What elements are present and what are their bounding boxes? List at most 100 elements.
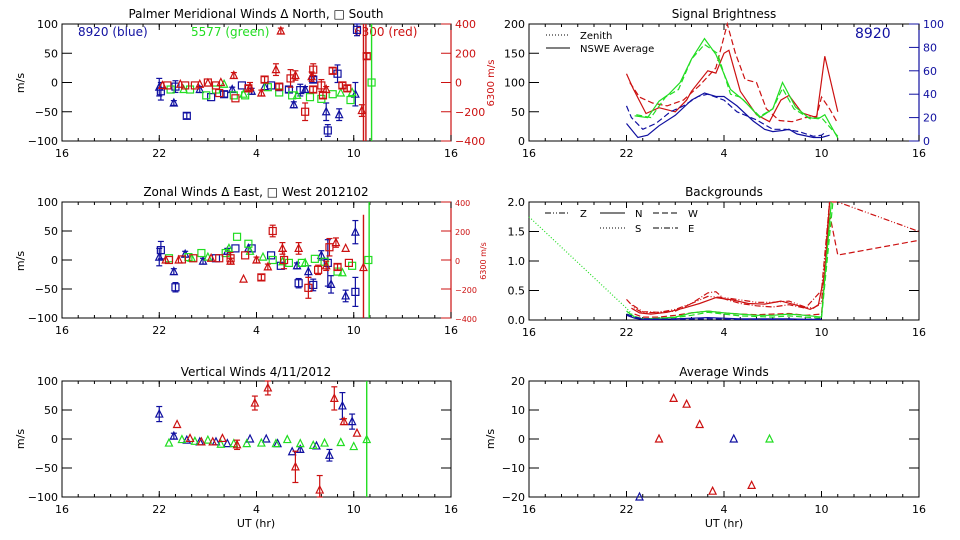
- zonal-point-square: [325, 243, 334, 252]
- legend-s-label: S: [635, 224, 641, 235]
- panel-brightness: Signal Brightness 8920 Zenith NSWE Avera…: [546, 7, 891, 55]
- vertical-point-triangle: [336, 437, 346, 447]
- meridional-point-square: [323, 126, 332, 135]
- backgrounds-series-line: [626, 201, 832, 320]
- vertical-point-triangle: [261, 433, 271, 443]
- panel-backgrounds-title: Backgrounds: [685, 185, 763, 199]
- meridional-y-tick-label: 50: [44, 47, 58, 60]
- annotation-8920: 8920: [855, 26, 891, 42]
- panel-meridional-title: Palmer Meridional Winds Δ North, □ South: [128, 7, 383, 21]
- vertical-y-tick-label: 100: [37, 375, 58, 388]
- vertical-point-triangle: [242, 438, 252, 448]
- panel-vertical-xlabel: UT (hr): [237, 517, 275, 530]
- panel-zonal: Zonal Winds Δ East, □ West 2012102 m/s 6…: [14, 185, 488, 280]
- zonal-point-triangle: [294, 243, 304, 252]
- zonal-point-square: [268, 226, 277, 236]
- zonal-point-triangle: [341, 290, 351, 300]
- average-plot-frame: [528, 380, 920, 498]
- meridional-x-tick-label: 16: [444, 147, 458, 160]
- brightness-series-line: [636, 43, 839, 137]
- panel-average-xlabel: UT (hr): [705, 517, 743, 530]
- average-y-tick-label: 0: [518, 433, 525, 446]
- annotation-5577-green: 5577 (green): [191, 25, 269, 39]
- zonal-right-y-tick-label: 200: [455, 228, 470, 237]
- average-x-tick-label: 16: [522, 503, 536, 516]
- vertical-point-triangle: [250, 397, 260, 407]
- vertical-x-tick-label: 22: [152, 503, 166, 516]
- meridional-point-square: [231, 94, 240, 103]
- brightness-x-tick-label: 22: [620, 147, 634, 160]
- legend-w-label: W: [688, 209, 698, 220]
- zonal-point-triangle: [321, 260, 331, 270]
- brightness-x-tick-label: 10: [815, 147, 829, 160]
- zonal-point-square: [284, 258, 294, 267]
- brightness-y-tick-label: 200: [504, 18, 525, 31]
- average-point-triangle: [708, 485, 718, 495]
- meridional-right-y-tick-label: −400: [455, 135, 485, 148]
- meridional-y-tick-label: −100: [28, 135, 58, 148]
- brightness-series-line: [634, 37, 839, 139]
- meridional-point-triangle: [203, 77, 213, 87]
- vertical-point-triangle: [232, 439, 242, 449]
- vertical-point-triangle: [308, 440, 318, 449]
- zonal-point-square: [197, 248, 206, 258]
- meridional-point-square: [317, 81, 326, 90]
- brightness-series-line: [629, 21, 839, 124]
- zonal-y-tick-label: 100: [37, 196, 58, 209]
- vertical-point-triangle: [216, 438, 226, 448]
- vertical-point-triangle: [154, 408, 164, 418]
- zonal-point-triangle: [252, 254, 261, 264]
- meridional-point-square: [219, 90, 229, 99]
- panel-meridional-ylabel: m/s: [14, 73, 27, 93]
- backgrounds-y-tick-label: 1.5: [508, 226, 526, 239]
- vertical-x-tick-label: 16: [444, 503, 458, 516]
- backgrounds-x-tick-label: 4: [721, 326, 728, 339]
- zonal-y-tick-label: −100: [28, 312, 58, 325]
- zonal-point-triangle: [245, 245, 255, 255]
- zonal-y-tick-label: 0: [51, 254, 58, 267]
- meridional-point-square: [288, 91, 297, 100]
- meridional-point-square: [263, 83, 272, 92]
- brightness-series-line: [626, 92, 830, 139]
- backgrounds-series-line: [626, 201, 920, 314]
- backgrounds-x-tick-label: 10: [815, 326, 829, 339]
- vertical-x-tick-label: 4: [253, 503, 260, 516]
- vertical-point-triangle: [315, 484, 325, 494]
- backgrounds-y-tick-label: 0.0: [508, 314, 526, 327]
- vertical-point-triangle: [282, 434, 292, 444]
- average-point-triangle: [682, 398, 692, 408]
- meridional-point-square: [244, 84, 253, 93]
- zonal-point-square: [268, 255, 277, 265]
- average-point-triangle: [635, 491, 644, 501]
- zonal-point-triangle: [263, 261, 273, 271]
- meridional-point-square: [328, 90, 337, 99]
- legend-zenith-label: Zenith: [580, 31, 612, 42]
- panel-zonal-ylabel: m/s: [14, 251, 27, 271]
- brightness-y-tick-label: 150: [504, 47, 525, 60]
- zonal-point-triangle: [239, 273, 249, 283]
- vertical-point-triangle: [164, 437, 174, 447]
- zonal-point-square: [309, 280, 318, 290]
- meridional-point-square: [343, 84, 352, 93]
- annotation-8920-blue: 8920 (blue): [78, 25, 148, 39]
- meridional-plot-frame: [61, 23, 452, 142]
- vertical-point-triangle: [339, 416, 349, 426]
- zonal-y-tick-label: −50: [35, 283, 58, 296]
- brightness-right-y-tick-label: 20: [923, 112, 937, 125]
- backgrounds-y-tick-label: 2.0: [508, 196, 526, 209]
- vertical-point-triangle: [271, 438, 281, 448]
- vertical-point-triangle: [349, 441, 359, 451]
- brightness-y-tick-label: 50: [511, 106, 525, 119]
- backgrounds-y-tick-label: 1.0: [508, 255, 526, 268]
- meridional-point-square: [190, 81, 200, 90]
- panel-average: Average Winds m/s UT (hr): [484, 365, 769, 530]
- meridional-point-square: [260, 75, 269, 84]
- zonal-point-square: [304, 283, 313, 292]
- panel-meridional-ylabel-right: 6300 m/s: [486, 60, 497, 107]
- zonal-right-y-tick-label: −200: [455, 286, 477, 295]
- brightness-x-tick-label: 16: [522, 147, 536, 160]
- zonal-point-square: [351, 287, 360, 296]
- vertical-y-tick-label: −50: [35, 462, 58, 475]
